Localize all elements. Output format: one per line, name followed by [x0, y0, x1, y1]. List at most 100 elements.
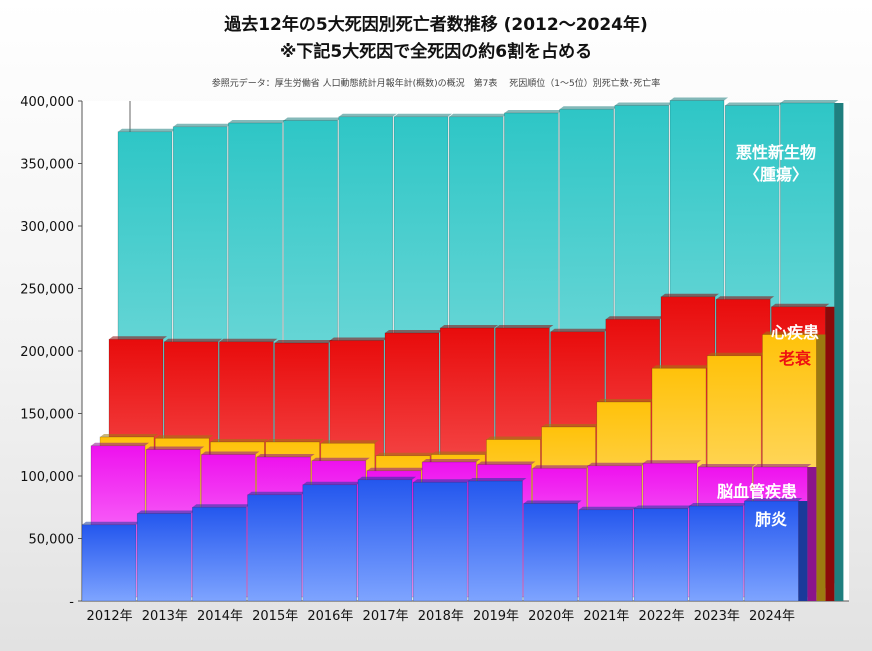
- bar-top: [541, 424, 600, 427]
- bar-top: [486, 436, 545, 440]
- bar-top: [614, 102, 673, 106]
- x-tick-label: 2020年: [528, 609, 574, 624]
- bar-top: [109, 336, 167, 340]
- bar-top: [376, 452, 434, 456]
- bar-side: [807, 467, 817, 601]
- series-pneumonia: [81, 476, 808, 602]
- y-tick-label: 50,000: [29, 533, 75, 548]
- bar-top: [201, 451, 260, 455]
- bar-top: [578, 506, 637, 510]
- y-tick-label: 200,000: [20, 345, 74, 360]
- bar-top: [523, 500, 582, 504]
- bar-top: [338, 113, 397, 117]
- bar-top: [164, 338, 223, 342]
- x-tick-label: 2015年: [252, 609, 298, 624]
- bar-top: [449, 113, 508, 117]
- bar-top: [118, 128, 176, 132]
- bar: [136, 513, 192, 602]
- bar-top: [780, 100, 839, 103]
- bar-top: [358, 476, 416, 480]
- bar-top: [320, 440, 379, 444]
- x-tick-label: 2019年: [473, 609, 519, 624]
- bar-top: [155, 435, 214, 439]
- y-tick-label: -: [69, 595, 74, 610]
- y-tick-label: 100,000: [20, 470, 74, 485]
- bar-top: [587, 462, 646, 466]
- bar-side: [816, 334, 826, 601]
- bar-top: [302, 481, 361, 485]
- x-tick-label: 2016年: [307, 609, 353, 624]
- x-tick-label: 2023年: [694, 609, 740, 624]
- bar-top: [661, 293, 719, 297]
- bar-top: [753, 464, 812, 467]
- bar-side: [825, 306, 835, 601]
- bar-top: [329, 337, 388, 341]
- x-tick-label: 2018年: [418, 609, 464, 624]
- y-tick-label: 250,000: [20, 283, 74, 298]
- bar: [192, 506, 247, 602]
- bar-top: [440, 325, 499, 328]
- bar-top: [605, 316, 664, 320]
- x-tick-label: 2014年: [197, 609, 243, 624]
- bar-top: [173, 123, 232, 127]
- bar-top: [643, 460, 701, 464]
- bar-top: [504, 110, 563, 113]
- bar-top: [596, 399, 655, 402]
- bar-top: [468, 478, 527, 481]
- x-tick-label: 2024年: [749, 609, 795, 624]
- series-label-neoplasm: 悪性新生物〈腫瘍〉: [736, 143, 816, 184]
- bar-top: [689, 503, 748, 506]
- bar: [357, 479, 413, 602]
- bar-top: [698, 464, 757, 467]
- bar-side: [834, 103, 844, 601]
- bar-top: [274, 340, 333, 343]
- series-label-heart: 心疾患: [771, 323, 819, 342]
- x-tick-label: 2013年: [142, 609, 188, 624]
- bar-top: [477, 461, 536, 465]
- bar-top: [394, 113, 452, 117]
- bar-top: [91, 442, 149, 446]
- series-label-cerebro: 脳血管疾患: [717, 482, 797, 501]
- y-tick-label: 350,000: [20, 158, 74, 173]
- bar-top: [762, 331, 821, 335]
- bar: [468, 480, 523, 602]
- bar-top: [413, 479, 472, 483]
- bar-top: [146, 446, 205, 450]
- bar-top: [256, 454, 315, 457]
- bar-top: [744, 498, 803, 501]
- series-label-senility: 老衰: [778, 349, 812, 368]
- bar: [744, 500, 799, 602]
- bar: [302, 484, 358, 602]
- bar-top: [634, 505, 692, 509]
- bar-top: [652, 365, 710, 369]
- bar-top: [385, 330, 443, 333]
- bar-top: [367, 467, 425, 471]
- bar-top: [228, 120, 287, 123]
- series-label-pneumonia: 肺炎: [755, 510, 787, 529]
- y-tick-label: 150,000: [20, 408, 74, 423]
- bar-top: [82, 521, 140, 525]
- bar-top: [532, 465, 591, 469]
- bar-top: [771, 303, 830, 307]
- bar: [412, 481, 468, 602]
- data-source-note: 参照元データ：厚生労働省 人口動態統計月報年計(概数)の概況 第7表 死因順位（…: [211, 79, 661, 89]
- bar: [247, 494, 302, 602]
- bar-top: [725, 102, 784, 106]
- bar-top: [192, 504, 251, 508]
- x-tick-label: 2021年: [583, 609, 629, 624]
- bar-top: [265, 439, 324, 442]
- bar: [688, 505, 744, 602]
- bar-top: [219, 338, 278, 342]
- bar-top: [247, 491, 306, 495]
- bar-top: [137, 510, 196, 514]
- bar: [633, 508, 689, 602]
- bar-top: [495, 325, 554, 328]
- bar-top: [311, 457, 370, 461]
- bar-top: [670, 97, 728, 101]
- bar: [81, 524, 137, 602]
- bar-top: [431, 451, 490, 455]
- bar-top: [716, 296, 775, 300]
- bar-top: [550, 328, 609, 332]
- bar-side: [798, 501, 808, 601]
